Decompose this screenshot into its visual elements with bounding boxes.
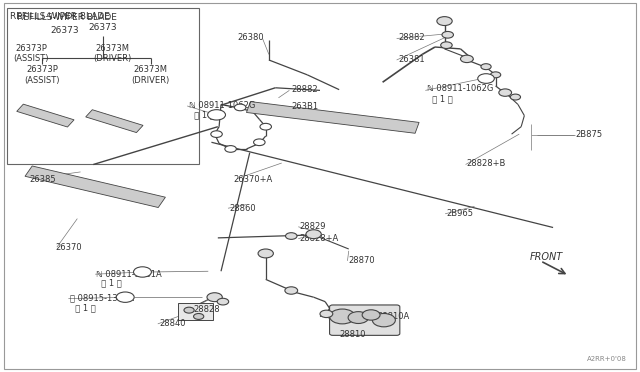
Text: 26373P: 26373P [15, 44, 47, 52]
Circle shape [499, 89, 511, 96]
Polygon shape [17, 104, 74, 127]
Polygon shape [246, 102, 419, 133]
Text: 28810A: 28810A [378, 312, 410, 321]
Text: 〈 1 〉: 〈 1 〉 [70, 303, 95, 312]
Text: 28828: 28828 [193, 305, 220, 314]
Circle shape [320, 310, 333, 318]
Circle shape [510, 94, 520, 100]
Circle shape [461, 55, 473, 62]
Text: 〈 1 〉: 〈 1 〉 [97, 279, 122, 288]
Circle shape [260, 124, 271, 130]
Text: 28882: 28882 [291, 85, 318, 94]
Text: 26373M: 26373M [134, 65, 168, 74]
Text: Ⓜ 08915-1381A: Ⓜ 08915-1381A [70, 294, 134, 302]
Text: (DRIVER): (DRIVER) [93, 54, 132, 62]
Text: (ASSIST): (ASSIST) [24, 76, 60, 85]
Circle shape [116, 292, 134, 302]
Circle shape [285, 233, 297, 239]
Text: 26373P: 26373P [26, 65, 58, 74]
Circle shape [437, 17, 452, 26]
Text: 28860: 28860 [229, 204, 256, 213]
Circle shape [372, 314, 396, 327]
Circle shape [217, 298, 228, 305]
Text: 28870: 28870 [349, 256, 376, 265]
Text: 26370: 26370 [55, 243, 82, 251]
Text: FRONT: FRONT [529, 252, 563, 262]
Circle shape [441, 42, 452, 48]
Circle shape [330, 309, 355, 324]
Circle shape [348, 312, 369, 324]
Text: N: N [140, 269, 145, 275]
Circle shape [134, 267, 152, 277]
Text: A2RR+0'08: A2RR+0'08 [587, 356, 627, 362]
Text: 〈 1 〉: 〈 1 〉 [189, 110, 215, 119]
FancyBboxPatch shape [178, 304, 213, 320]
Circle shape [477, 74, 494, 83]
Text: (ASSIST): (ASSIST) [13, 54, 49, 62]
Text: REFILLS-WIPER BLADE: REFILLS-WIPER BLADE [10, 12, 110, 21]
Circle shape [253, 139, 265, 145]
Circle shape [490, 72, 500, 78]
Circle shape [225, 145, 236, 152]
Text: 28829: 28829 [300, 222, 326, 231]
Text: N: N [484, 76, 488, 81]
Circle shape [184, 307, 194, 313]
Text: 28840: 28840 [159, 320, 186, 328]
Polygon shape [25, 166, 165, 208]
Text: 28810: 28810 [339, 330, 365, 340]
Text: 26385: 26385 [29, 175, 56, 184]
Text: 28882: 28882 [398, 33, 424, 42]
Circle shape [207, 293, 222, 302]
Text: 26373: 26373 [88, 23, 117, 32]
Text: 2B875: 2B875 [575, 130, 603, 140]
Text: ℕ 08911-3081A: ℕ 08911-3081A [97, 270, 162, 279]
Text: 28828+A: 28828+A [300, 234, 339, 243]
Circle shape [481, 64, 491, 70]
FancyBboxPatch shape [330, 305, 400, 335]
Text: 26381: 26381 [398, 55, 424, 64]
Text: 26380: 26380 [237, 33, 264, 42]
Text: ℕ 08911-1062G: ℕ 08911-1062G [428, 84, 493, 93]
Text: 28828+B: 28828+B [467, 159, 506, 168]
Text: 26370+A: 26370+A [234, 175, 273, 184]
Circle shape [442, 32, 454, 38]
Polygon shape [86, 110, 143, 132]
Circle shape [285, 287, 298, 294]
Text: 2B965: 2B965 [447, 209, 474, 218]
Text: N: N [214, 112, 219, 117]
Circle shape [234, 104, 246, 111]
Text: (DRIVER): (DRIVER) [132, 76, 170, 85]
Circle shape [258, 249, 273, 258]
Text: ℕ 08911-1062G: ℕ 08911-1062G [189, 101, 255, 110]
Text: 26373: 26373 [51, 26, 79, 35]
Circle shape [193, 314, 204, 320]
FancyBboxPatch shape [7, 8, 198, 164]
Text: 263B1: 263B1 [291, 102, 318, 111]
Text: 26373M: 26373M [95, 44, 129, 52]
Circle shape [211, 131, 222, 137]
Text: M: M [123, 295, 127, 300]
Text: 〈 1 〉: 〈 1 〉 [428, 94, 453, 103]
Circle shape [306, 230, 321, 238]
Text: REFILLS-WIPER BLADE: REFILLS-WIPER BLADE [17, 13, 116, 22]
Circle shape [207, 110, 225, 120]
Circle shape [362, 310, 380, 320]
